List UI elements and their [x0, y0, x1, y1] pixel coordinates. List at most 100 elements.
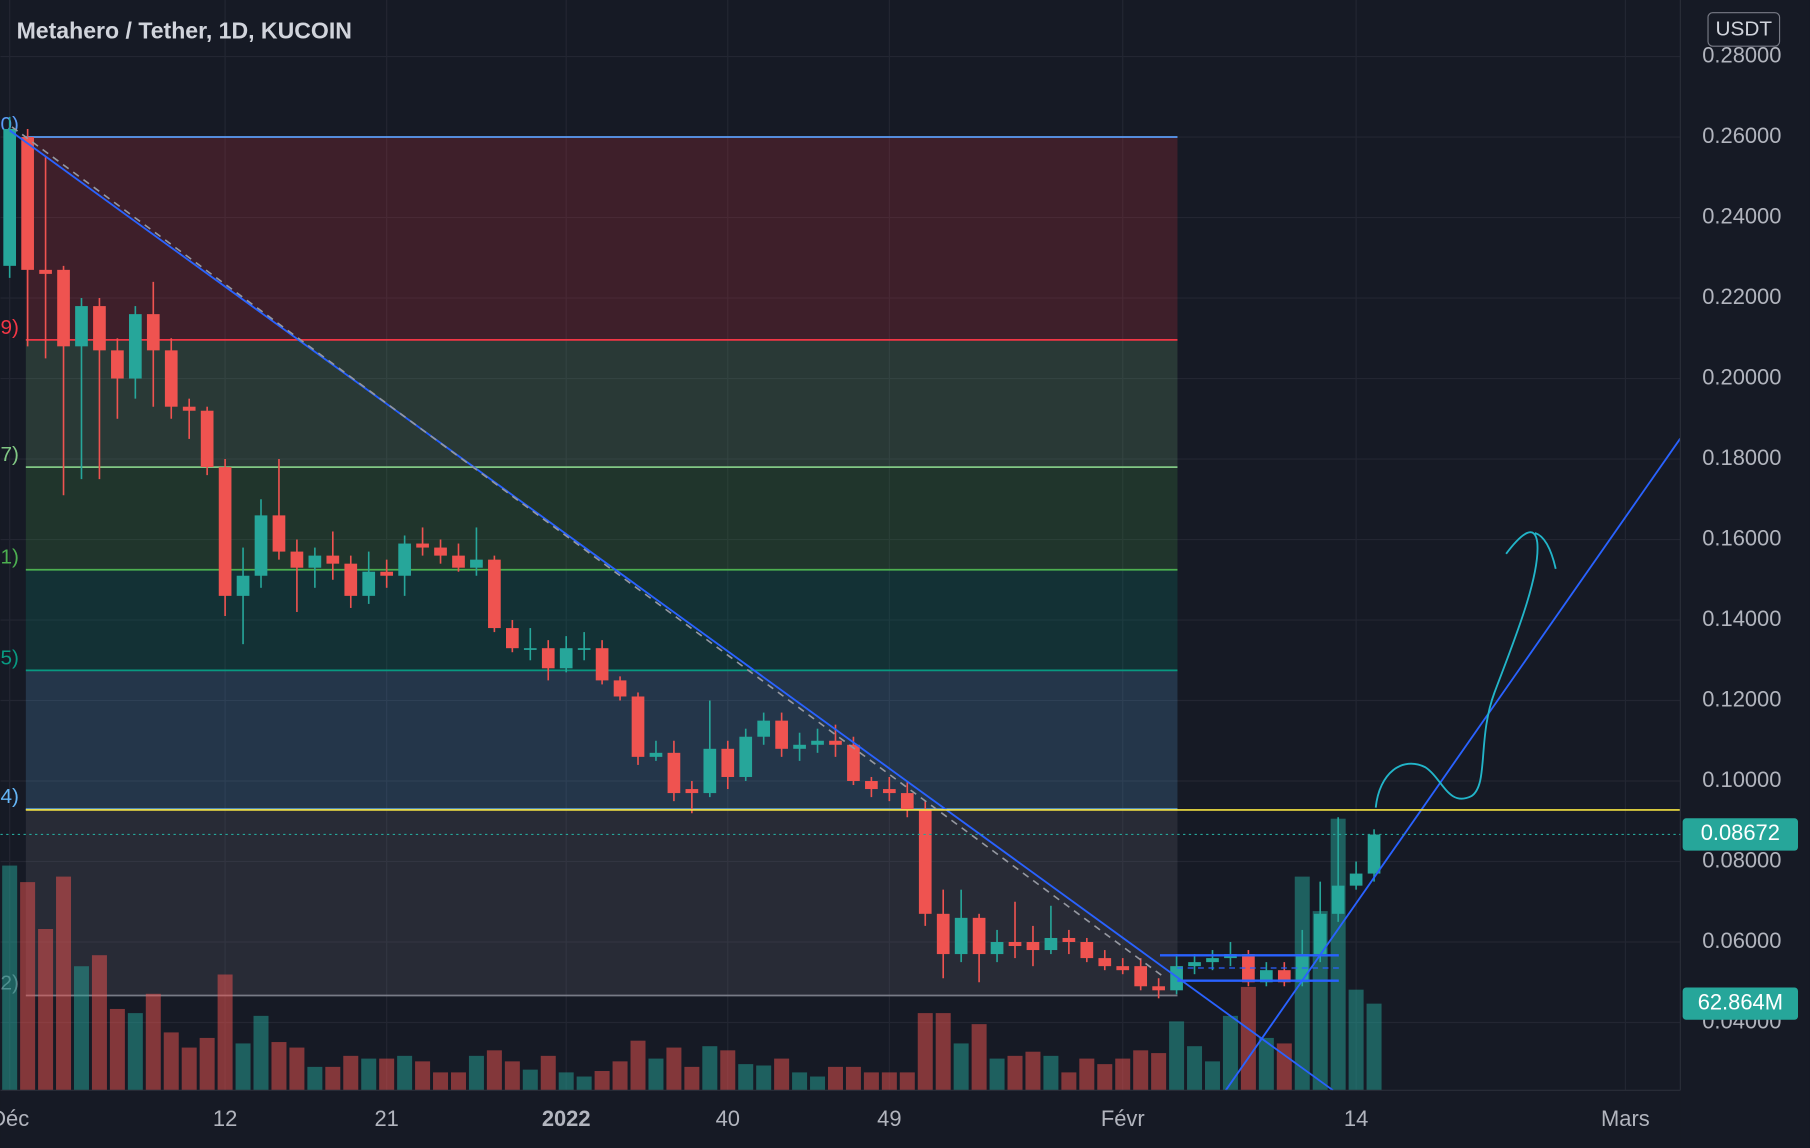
volume-bar: [540, 1055, 556, 1091]
candle-body: [93, 306, 106, 351]
volume-bar: [720, 1050, 736, 1091]
fib-label: 7): [0, 443, 18, 466]
candle-body: [1313, 913, 1327, 955]
volume-bar: [343, 1055, 359, 1091]
y-tick-label: 0.20000: [1702, 364, 1781, 389]
candle-body: [452, 555, 465, 568]
candle-body: [631, 696, 645, 757]
volume-bar: [271, 1042, 287, 1091]
x-tick-label: 49: [877, 1106, 901, 1131]
volume-bar: [899, 1072, 915, 1091]
volume-bar: [91, 955, 107, 1091]
volume-pane: [2, 818, 1382, 1091]
candle-body: [990, 941, 1004, 955]
candle-body: [775, 720, 788, 749]
volume-bar: [1151, 1053, 1167, 1091]
volume-bar: [1348, 989, 1364, 1091]
candle-body: [1170, 966, 1183, 991]
candle-body: [1331, 885, 1345, 914]
volume-bar: [56, 876, 72, 1091]
volume-bar: [1133, 1050, 1149, 1091]
candle-body: [218, 467, 232, 596]
volume-bar: [253, 1015, 269, 1091]
volume-bar: [217, 974, 233, 1091]
candle-body: [882, 789, 896, 794]
candle-body: [936, 913, 950, 955]
candle-body: [972, 917, 986, 955]
x-tick-label: Déc: [0, 1106, 29, 1131]
volume-bar: [738, 1064, 754, 1091]
volume-bar: [881, 1072, 897, 1091]
candle-body: [470, 559, 483, 568]
y-tick-label: 0.12000: [1702, 686, 1781, 711]
volume-bar: [397, 1055, 413, 1091]
volume-bar: [433, 1072, 449, 1091]
volume-bar: [666, 1047, 682, 1091]
currency-label: USDT: [1716, 17, 1773, 40]
candle-body: [164, 350, 178, 407]
candle-body: [829, 740, 842, 745]
candle-body: [649, 752, 663, 757]
candle-body: [254, 515, 268, 576]
candle-body: [757, 720, 771, 737]
y-tick-label: 0.26000: [1702, 123, 1781, 148]
volume-bar: [1204, 1061, 1220, 1091]
candle-body: [272, 515, 286, 552]
candle-body: [1206, 958, 1219, 963]
volume-bar: [486, 1050, 502, 1091]
volume-bar: [504, 1061, 520, 1091]
price-axis: [1680, 0, 1810, 1148]
candle-body: [1116, 966, 1130, 971]
candle-body: [326, 555, 340, 564]
volume-bar: [1025, 1051, 1041, 1091]
volume-bar: [235, 1043, 251, 1091]
fib-band: [25, 809, 1178, 996]
volume-bar: [810, 1076, 826, 1091]
volume-bar: [289, 1047, 305, 1091]
volume-bar: [1187, 1046, 1203, 1091]
volume-bar: [648, 1058, 664, 1091]
x-tick-label: Févr: [1101, 1106, 1145, 1131]
last-price-label: 0.08672: [1701, 820, 1780, 845]
candle-body: [613, 680, 627, 697]
candle-body: [1062, 937, 1076, 942]
y-tick-label: 0.08000: [1702, 847, 1781, 872]
candle-body: [685, 789, 699, 794]
volume-bar: [73, 966, 89, 1091]
volume-bar: [1061, 1072, 1077, 1091]
x-tick-label: 14: [1344, 1106, 1368, 1131]
volume-bar: [1043, 1055, 1059, 1091]
candle-body: [721, 748, 735, 777]
candle-body: [1349, 873, 1363, 886]
fib-label: 9): [0, 316, 18, 339]
x-tick-label: 12: [213, 1106, 237, 1131]
fib-band: [25, 467, 1178, 570]
candle-body: [111, 350, 124, 379]
volume-bar: [863, 1072, 879, 1091]
volume-bar: [379, 1058, 395, 1091]
volume-bar: [1169, 1021, 1185, 1091]
candle-body: [865, 781, 878, 790]
candles: [3, 116, 1381, 999]
y-tick-label: 0.18000: [1702, 445, 1781, 470]
candle-body: [75, 306, 88, 347]
candle-body: [1260, 970, 1273, 983]
volume-bar: [1007, 1055, 1023, 1091]
candle-body: [21, 137, 34, 270]
volume-bar: [845, 1066, 861, 1091]
volume-bar: [1097, 1064, 1113, 1091]
candle-body: [595, 648, 609, 681]
candle-body: [57, 269, 70, 347]
volume-bar: [38, 928, 54, 1091]
volume-bar: [199, 1037, 215, 1091]
volume-bar: [181, 1047, 197, 1091]
volume-bar: [774, 1058, 790, 1091]
volume-bar: [1366, 1003, 1382, 1091]
candle-body: [380, 571, 394, 576]
volume-bar: [20, 882, 36, 1091]
volume-bar: [1240, 986, 1256, 1091]
candle-body: [1152, 986, 1165, 991]
